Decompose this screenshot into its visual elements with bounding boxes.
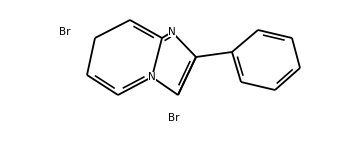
Text: N: N — [168, 27, 176, 37]
Text: Br: Br — [59, 27, 71, 37]
Text: N: N — [148, 72, 156, 82]
Text: Br: Br — [168, 113, 180, 123]
